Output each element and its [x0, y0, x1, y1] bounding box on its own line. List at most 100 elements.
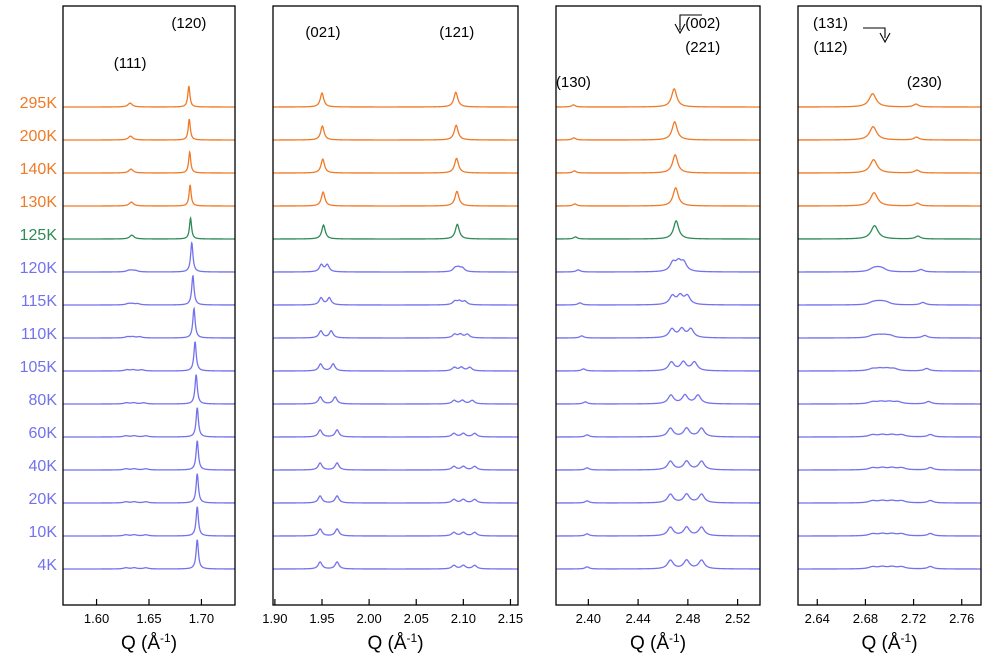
peak-label: (221) — [685, 39, 720, 56]
panel-frame — [797, 5, 982, 606]
profile-10K-panel-1 — [63, 506, 235, 537]
profile-40K-panel-4 — [798, 466, 981, 471]
x-tick-label: 2.72 — [901, 611, 926, 626]
x-tick-label: 2.40 — [576, 611, 601, 626]
profile-120K-panel-4 — [798, 265, 981, 273]
profile-105K-panel-4 — [798, 366, 981, 372]
temperature-label-125K: 125K — [20, 227, 58, 244]
temperature-label-20K: 20K — [29, 491, 58, 508]
profile-200K-panel-2 — [273, 124, 518, 141]
temperature-label-140K: 140K — [20, 161, 58, 178]
profile-120K-panel-3 — [556, 257, 760, 273]
profile-80K-panel-3 — [556, 393, 760, 405]
x-tick-label: 1.95 — [309, 611, 334, 626]
x-axis-label: Q (Å-1) — [121, 631, 177, 654]
profile-125K-panel-4 — [798, 225, 981, 240]
panel-4: 2.64 2.68 2.72 2.76 Q (Å-1) (131) (112) (230) — [797, 5, 982, 654]
x-tick-label: 1.60 — [84, 611, 109, 626]
x-tick-label: 2.76 — [949, 611, 974, 626]
x-tick-label: 2.15 — [498, 611, 523, 626]
profile-140K-panel-2 — [273, 157, 518, 174]
temperature-label-295K: 295K — [20, 95, 58, 112]
profile-110K-panel-1 — [63, 306, 235, 339]
profile-60K-panel-4 — [798, 433, 981, 438]
peak-label: (112) — [814, 39, 848, 56]
profile-130K-panel-1 — [63, 184, 235, 207]
x-tick-label: 2.52 — [725, 611, 750, 626]
profile-200K-panel-3 — [555, 121, 760, 141]
temperature-label-60K: 60K — [29, 425, 58, 442]
profile-4K-panel-3 — [556, 558, 760, 570]
profile-125K-panel-1 — [63, 215, 235, 240]
x-tick-label: 1.65 — [136, 611, 161, 626]
profile-110K-panel-4 — [798, 333, 981, 339]
peak-label: (120) — [171, 15, 206, 32]
temperature-labels: 295K 200K 140K 130K 125K 120K 115K 110K 105K 80K 6… — [20, 95, 58, 574]
temperature-label-40K: 40K — [29, 458, 58, 475]
profile-4K-panel-1 — [63, 539, 235, 570]
x-tick-label: 2.48 — [675, 611, 700, 626]
profile-4K-panel-2 — [273, 561, 518, 570]
profile-130K-panel-3 — [556, 187, 760, 207]
profile-10K-panel-3 — [556, 525, 760, 537]
profile-105K-panel-3 — [556, 360, 760, 372]
x-tick-label: 1.90 — [262, 611, 287, 626]
x-tick-label: 2.64 — [805, 611, 830, 626]
profile-4K-panel-4 — [798, 565, 981, 570]
profile-40K-panel-3 — [556, 459, 760, 471]
peak-label: (111) — [114, 55, 147, 72]
temperature-label-80K: 80K — [29, 392, 58, 409]
profile-140K-panel-1 — [63, 150, 235, 174]
profile-125K-panel-2 — [273, 223, 518, 240]
profile-130K-panel-2 — [273, 190, 518, 207]
profile-80K-panel-2 — [273, 396, 518, 405]
profile-80K-panel-1 — [63, 374, 235, 405]
profile-110K-panel-3 — [556, 326, 760, 339]
profile-115K-panel-3 — [556, 292, 760, 306]
x-tick-label: 1.70 — [189, 611, 214, 626]
peak-label: (021) — [305, 24, 340, 41]
panel-3: 2.40 2.44 2.48 2.52 Q (Å-1) (130) (002) (221) — [555, 5, 761, 654]
panel-frame — [555, 5, 761, 606]
profile-60K-panel-3 — [556, 426, 760, 438]
profile-20K-panel-1 — [63, 473, 235, 504]
profile-295K-panel-1 — [63, 85, 235, 108]
x-tick-label: 2.10 — [451, 611, 476, 626]
profile-10K-panel-4 — [798, 532, 981, 537]
profile-140K-panel-4 — [798, 159, 981, 174]
profile-115K-panel-4 — [798, 299, 981, 306]
profile-40K-panel-1 — [63, 440, 235, 471]
profile-295K-panel-3 — [556, 88, 760, 108]
profile-20K-panel-4 — [798, 499, 981, 504]
temperature-label-4K: 4K — [37, 557, 57, 574]
peak-label: (002) — [685, 15, 720, 32]
peak-label: (130) — [556, 74, 591, 91]
panel-frame — [272, 5, 519, 606]
x-tick-label: 2.44 — [625, 611, 650, 626]
profile-200K-panel-1 — [63, 118, 235, 141]
profile-105K-panel-2 — [273, 363, 518, 372]
profile-115K-panel-2 — [273, 296, 518, 306]
profile-105K-panel-1 — [63, 341, 235, 372]
profile-295K-panel-4 — [798, 93, 981, 108]
x-axis-label: Q (Å-1) — [861, 631, 917, 654]
temperature-label-200K: 200K — [20, 128, 58, 145]
profile-60K-panel-2 — [273, 429, 518, 438]
x-tick-label: 2.68 — [853, 611, 878, 626]
profile-120K-panel-2 — [273, 263, 518, 273]
profile-295K-panel-2 — [273, 91, 518, 108]
peak-label: (121) — [439, 24, 474, 41]
x-axis-label: Q (Å-1) — [367, 631, 423, 654]
peak-label: (230) — [907, 74, 942, 91]
x-tick-label: 2.05 — [404, 611, 429, 626]
profile-115K-panel-1 — [63, 274, 236, 306]
temperature-label-115K: 115K — [21, 293, 58, 310]
temperature-label-10K: 10K — [29, 524, 58, 541]
profile-10K-panel-2 — [273, 528, 518, 537]
profile-20K-panel-3 — [556, 492, 760, 504]
panel-1: 1.60 1.65 1.70 Q (Å-1) (111) (120) — [62, 5, 236, 654]
x-axis-label: Q (Å-1) — [630, 631, 686, 654]
profile-200K-panel-4 — [798, 126, 981, 141]
temperature-label-110K: 110K — [21, 326, 58, 343]
